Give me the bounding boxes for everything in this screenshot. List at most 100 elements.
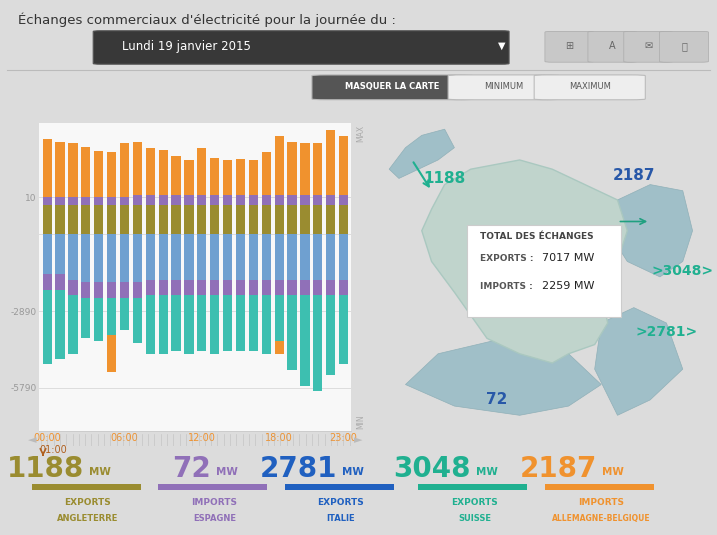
- Bar: [184, 203, 194, 205]
- Text: 2187: 2187: [612, 168, 655, 183]
- Bar: [275, 295, 284, 340]
- Bar: [158, 234, 168, 279]
- Bar: [171, 295, 181, 351]
- Bar: [133, 203, 142, 205]
- Text: ANGLETERRE: ANGLETERRE: [57, 514, 118, 523]
- Text: 72: 72: [486, 392, 508, 408]
- Bar: [339, 234, 348, 279]
- Bar: [326, 195, 336, 203]
- Bar: [158, 205, 168, 234]
- Bar: [42, 234, 52, 274]
- Bar: [107, 152, 116, 197]
- Text: 2187: 2187: [520, 455, 597, 483]
- Bar: [249, 279, 258, 295]
- FancyBboxPatch shape: [545, 32, 594, 62]
- Bar: [55, 274, 65, 290]
- Bar: [210, 157, 219, 195]
- Bar: [146, 234, 155, 279]
- Bar: [68, 295, 77, 354]
- Text: 1188: 1188: [7, 455, 85, 483]
- Bar: [184, 279, 194, 295]
- Bar: [313, 295, 323, 391]
- Text: MW: MW: [602, 467, 625, 477]
- Bar: [197, 148, 206, 195]
- Text: ◄: ◄: [29, 435, 37, 445]
- Bar: [81, 197, 90, 205]
- Text: MIN: MIN: [356, 415, 365, 429]
- Bar: [146, 295, 155, 354]
- Bar: [94, 151, 103, 197]
- Bar: [197, 234, 206, 279]
- Bar: [262, 234, 271, 279]
- Bar: [107, 197, 116, 200]
- Bar: [171, 203, 181, 205]
- Text: MAX: MAX: [356, 125, 365, 142]
- Bar: [249, 205, 258, 234]
- Text: MW: MW: [476, 467, 498, 477]
- Bar: [94, 298, 103, 340]
- Polygon shape: [608, 185, 693, 277]
- Bar: [249, 234, 258, 279]
- Bar: [275, 340, 284, 354]
- Text: >3048>: >3048>: [652, 264, 713, 278]
- Bar: [418, 484, 527, 491]
- Bar: [288, 203, 297, 205]
- Bar: [262, 152, 271, 195]
- Bar: [210, 295, 219, 354]
- Bar: [339, 203, 348, 205]
- Bar: [55, 234, 65, 274]
- Bar: [300, 143, 310, 195]
- Text: 01:00: 01:00: [39, 445, 67, 455]
- Bar: [81, 205, 90, 234]
- Bar: [249, 160, 258, 195]
- Bar: [68, 279, 77, 295]
- Bar: [210, 195, 219, 203]
- Text: 2781: 2781: [260, 455, 338, 483]
- Text: >2781>: >2781>: [635, 325, 698, 339]
- Text: ►: ►: [353, 435, 362, 445]
- Text: EXPORTS: EXPORTS: [451, 498, 498, 507]
- Bar: [146, 148, 155, 195]
- Bar: [288, 279, 297, 295]
- Bar: [133, 282, 142, 298]
- Text: TOTAL DES ÉCHANGES: TOTAL DES ÉCHANGES: [480, 232, 594, 241]
- Text: ALLEMAGNE-BELGIQUE: ALLEMAGNE-BELGIQUE: [551, 514, 650, 523]
- Bar: [158, 203, 168, 205]
- Bar: [133, 234, 142, 282]
- Bar: [120, 234, 129, 282]
- Bar: [107, 298, 116, 335]
- Text: Échanges commerciaux d'électricité pour la journée du :: Échanges commerciaux d'électricité pour …: [18, 12, 396, 27]
- Bar: [120, 298, 129, 330]
- Text: 7017 MW: 7017 MW: [543, 254, 595, 263]
- Bar: [262, 279, 271, 295]
- Bar: [275, 136, 284, 195]
- Bar: [42, 197, 52, 205]
- Bar: [300, 234, 310, 279]
- Bar: [300, 279, 310, 295]
- Bar: [42, 290, 52, 364]
- FancyBboxPatch shape: [624, 32, 673, 62]
- Bar: [133, 195, 142, 203]
- Bar: [223, 205, 232, 234]
- Bar: [545, 484, 654, 491]
- Bar: [107, 200, 116, 205]
- Bar: [236, 203, 245, 205]
- Bar: [146, 279, 155, 295]
- Bar: [339, 195, 348, 203]
- Text: A: A: [609, 41, 616, 51]
- Bar: [339, 279, 348, 295]
- Bar: [288, 195, 297, 203]
- Bar: [300, 205, 310, 234]
- Bar: [171, 156, 181, 195]
- Bar: [300, 195, 310, 203]
- Bar: [223, 195, 232, 203]
- Text: ▼: ▼: [498, 41, 505, 51]
- Bar: [326, 129, 336, 195]
- Bar: [68, 143, 77, 197]
- Bar: [288, 295, 297, 370]
- Text: EXPORTS: EXPORTS: [65, 498, 111, 507]
- Bar: [120, 143, 129, 197]
- Bar: [275, 205, 284, 234]
- Bar: [120, 203, 129, 205]
- Bar: [313, 195, 323, 203]
